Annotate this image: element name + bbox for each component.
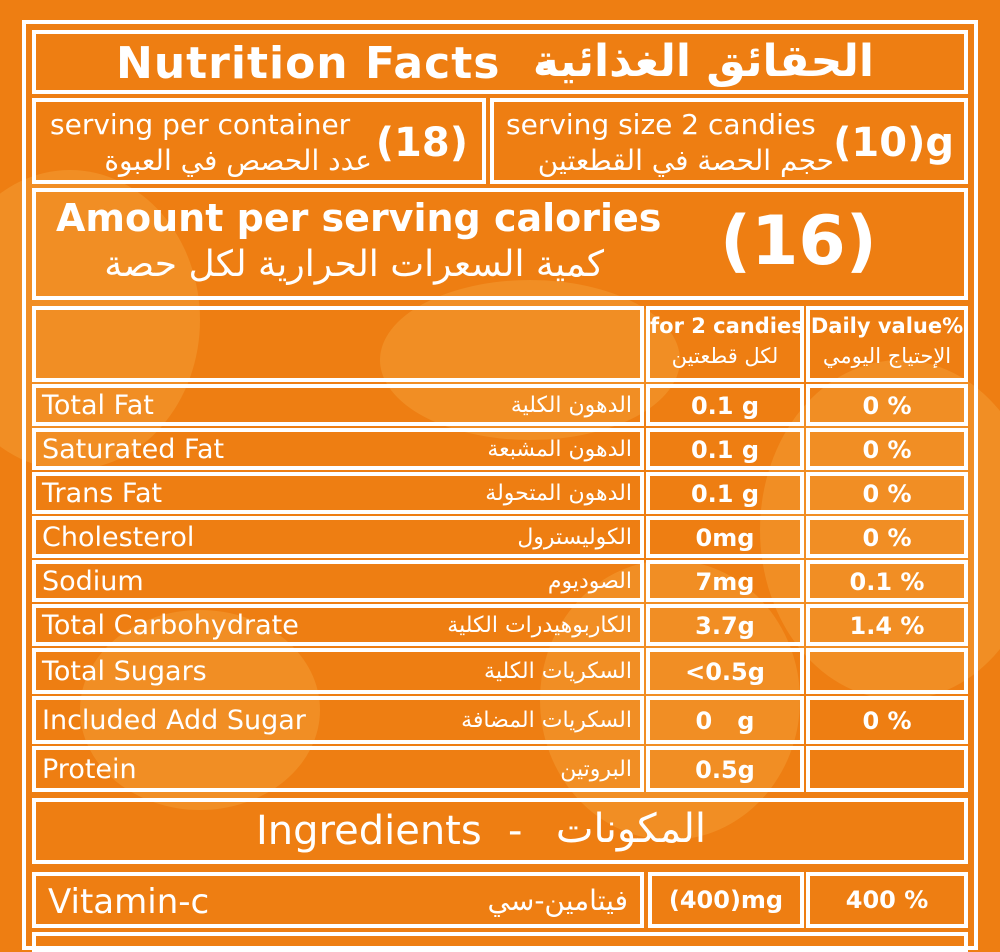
serving-container-en: serving per container — [50, 108, 351, 141]
table-row: Trans Fat الدهون المتحولة — [32, 472, 644, 514]
calories-box: Amount per serving calories كمية السعرات… — [32, 188, 968, 300]
nutrient-amount: 0.1 g — [690, 392, 760, 420]
header-dv-ar: الإحتياج اليومي — [822, 344, 952, 368]
table-row: Total Fat الدهون الكلية — [32, 384, 644, 426]
serving-size-ar: حجم الحصة في القطعتين — [537, 144, 834, 177]
nutrient-amount: <0.5g — [685, 658, 765, 686]
nutrient-dv: 0 % — [862, 524, 912, 552]
table-row: Included Add Sugar السكريات المضافة — [32, 696, 644, 744]
calories-value: (16) — [720, 202, 877, 281]
amount-cell: 3.7g — [646, 604, 804, 646]
nutrient-name-ar: الدهون المتحولة — [485, 481, 632, 506]
amount-cell: 7mg — [646, 560, 804, 602]
title-ar: الحقائق الغذائية — [532, 36, 874, 87]
serving-size-box: serving size 2 candies حجم الحصة في القط… — [490, 98, 968, 184]
nutrient-amount: 0.1 g — [690, 436, 760, 464]
serving-container-value: (18) — [375, 120, 468, 166]
table-row: Total Carbohydrate الكاربوهيدرات الكلية — [32, 604, 644, 646]
dv-cell: 0 % — [806, 384, 968, 426]
nutrient-amount: 0 g — [695, 707, 755, 735]
dv-cell: 0 % — [806, 472, 968, 514]
nutrient-name-en: Included Add Sugar — [42, 705, 306, 736]
nutrient-name-en: Total Carbohydrate — [42, 610, 299, 641]
serving-size-value: (10)g — [833, 120, 954, 166]
calories-ar: كمية السعرات الحرارية لكل حصة — [104, 244, 604, 285]
title-box: Nutrition Facts - الحقائق الغذائية — [32, 30, 968, 94]
dv-cell: 0 % — [806, 428, 968, 470]
nutrient-name-ar: الدهون المشبعة — [487, 437, 632, 462]
ingredient-name-en: Vitamin-c — [48, 882, 210, 922]
dv-cell: 0.1 % — [806, 560, 968, 602]
dv-cell — [806, 746, 968, 792]
title-separator: - — [536, 38, 555, 89]
dv-cell: 1.4 % — [806, 604, 968, 646]
serving-size-en: serving size 2 candies — [506, 108, 816, 141]
table-row: Protein البروتين — [32, 746, 644, 792]
amount-cell: 0.1 g — [646, 428, 804, 470]
header-empty-cell — [32, 306, 644, 382]
nutrient-dv: 0 % — [862, 707, 912, 735]
nutrient-name-en: Trans Fat — [42, 478, 163, 509]
nutrient-dv: 0 % — [862, 392, 912, 420]
nutrient-name-en: Cholesterol — [42, 522, 195, 553]
nutrient-name-en: Protein — [42, 754, 137, 785]
ingredient-amount-cell: (400)mg — [648, 872, 804, 928]
ingredient-dv: 400 % — [845, 886, 929, 914]
nutrient-name-en: Total Fat — [42, 390, 154, 421]
nutrient-name-ar: الكاربوهيدرات الكلية — [447, 613, 632, 638]
amount-cell: 0mg — [646, 516, 804, 558]
nutrient-name-ar: الدهون الكلية — [510, 393, 632, 418]
header-amount: for 2 candies لكل قطعتين — [646, 306, 804, 382]
nutrient-name-ar: السكريات المضافة — [461, 708, 632, 733]
table-row: Sodium الصوديوم — [32, 560, 644, 602]
dv-cell: 0 % — [806, 516, 968, 558]
dv-cell — [806, 648, 968, 694]
nutrient-dv: 0 % — [862, 436, 912, 464]
header-daily-value: Daily value% الإحتياج اليومي — [806, 306, 968, 382]
next-row-partial — [32, 932, 968, 952]
nutrient-name-ar: السكريات الكلية — [484, 659, 632, 684]
nutrient-name-ar: البروتين — [560, 757, 632, 782]
nutrient-amount: 0.5g — [695, 756, 755, 784]
amount-cell: 0.1 g — [646, 472, 804, 514]
amount-cell: 0.5g — [646, 746, 804, 792]
header-dv-en: Daily value% — [810, 314, 964, 338]
nutrient-name-ar: الصوديوم — [547, 569, 632, 594]
ingredient-amount: (400)mg — [668, 886, 784, 914]
ingredients-ar: المكونات — [555, 806, 706, 852]
nutrient-amount: 0.1 g — [690, 480, 760, 508]
nutrient-dv: 0.1 % — [849, 568, 925, 596]
table-row: Total Sugars السكريات الكلية — [32, 648, 644, 694]
nutrient-amount: 0mg — [695, 524, 755, 552]
ingredient-name-ar: فيتامين-سي — [487, 884, 628, 917]
serving-container-box: serving per container عدد الحصص في العبو… — [32, 98, 486, 184]
ingredients-separator: - — [508, 808, 523, 854]
nutrient-name-en: Saturated Fat — [42, 434, 225, 465]
nutrient-name-ar: الكوليسترول — [517, 525, 632, 550]
amount-cell: <0.5g — [646, 648, 804, 694]
ingredient-dv-cell: 400 % — [806, 872, 968, 928]
header-amount-ar: لكل قطعتين — [671, 344, 779, 368]
amount-cell: 0 g — [646, 696, 804, 744]
table-row: Cholesterol الكوليسترول — [32, 516, 644, 558]
serving-container-ar: عدد الحصص في العبوة — [104, 144, 372, 177]
ingredients-header: Ingredients - المكونات — [32, 798, 968, 864]
nutrient-dv: 1.4 % — [849, 612, 925, 640]
nutrient-amount: 7mg — [695, 568, 755, 596]
amount-cell: 0.1 g — [646, 384, 804, 426]
nutrient-amount: 3.7g — [695, 612, 755, 640]
nutrient-dv: 0 % — [862, 480, 912, 508]
table-row: Saturated Fat الدهون المشبعة — [32, 428, 644, 470]
ingredients-en: Ingredients — [256, 808, 482, 854]
header-amount-en: for 2 candies — [650, 314, 804, 338]
dv-cell: 0 % — [806, 696, 968, 744]
nutrient-name-en: Total Sugars — [42, 656, 207, 687]
ingredient-row: Vitamin-c فيتامين-سي — [32, 872, 644, 928]
calories-en: Amount per serving calories — [56, 196, 662, 240]
title-en: Nutrition Facts — [116, 38, 501, 89]
nutrient-name-en: Sodium — [42, 566, 144, 597]
